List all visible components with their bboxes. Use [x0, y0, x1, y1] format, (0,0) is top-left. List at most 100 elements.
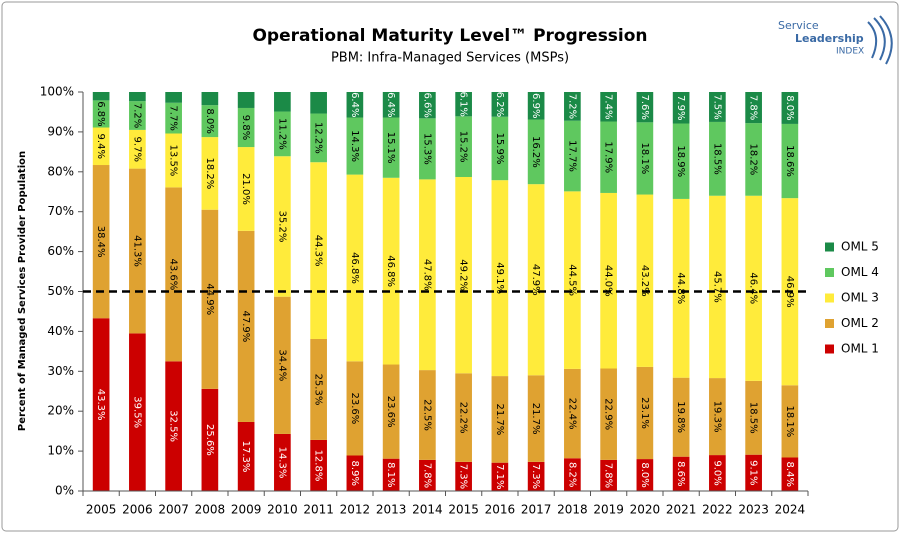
data-label: 44.3% [313, 235, 324, 267]
logo-text: INDEX [836, 47, 864, 57]
data-label: 39.5% [131, 396, 142, 428]
data-label: 46.8% [349, 252, 360, 284]
bar-segment [455, 92, 472, 117]
data-label: 7.2% [131, 103, 142, 128]
bar-segment [419, 92, 436, 119]
data-label: 9.8% [240, 115, 251, 140]
bar-segment [636, 194, 654, 367]
bar-segment [237, 92, 255, 108]
data-label: 7.1% [494, 464, 505, 489]
bar-segment [455, 373, 472, 462]
bar-segment [636, 92, 654, 123]
bar-segment [781, 385, 799, 458]
bar-segment [455, 176, 472, 374]
logo-swoosh [867, 15, 893, 65]
bar-segment [672, 377, 690, 457]
data-label: 23.6% [385, 396, 396, 428]
bar-segment [491, 180, 509, 377]
bar-segment [165, 133, 182, 188]
data-label: 7.4% [603, 94, 614, 119]
data-label: 7.6% [639, 94, 650, 119]
data-label: 43.6% [168, 258, 179, 290]
bar-segment [310, 162, 327, 339]
data-label: 7.3% [530, 464, 541, 489]
bar-segment [527, 184, 545, 376]
x-tick-label: 2013 [376, 503, 407, 517]
data-label: 44.5% [566, 264, 577, 296]
data-label: 19.3% [711, 401, 722, 433]
data-label: 46.4% [748, 272, 759, 304]
data-label: 22.2% [458, 402, 469, 434]
bar-segment [92, 92, 110, 101]
data-label: 8.1% [385, 462, 396, 487]
bar-segment [382, 177, 400, 365]
bar-segment [564, 368, 581, 459]
bar-segment [274, 433, 291, 491]
data-label: 47.9% [530, 264, 541, 296]
data-label: 8.4% [784, 462, 795, 487]
data-label: 18.6% [784, 145, 795, 177]
y-tick-label: 70% [47, 204, 74, 218]
data-label: 6.6% [421, 92, 432, 117]
bar-segment [237, 107, 255, 148]
y-tick-label: 60% [47, 244, 74, 258]
legend-label: OML 4 [841, 265, 879, 279]
data-label: 18.9% [675, 145, 686, 177]
data-label: 17.7% [566, 140, 577, 172]
data-label: 15.1% [385, 132, 396, 164]
data-label: 34.4% [276, 349, 287, 381]
data-label: 18.2% [204, 158, 215, 190]
data-label: 8.0% [784, 95, 795, 120]
x-tick-label: 2018 [557, 503, 588, 517]
bar-segment [310, 92, 327, 114]
data-label: 6.8% [95, 101, 106, 126]
x-tick-label: 2015 [448, 503, 479, 517]
bar-segment [382, 458, 400, 491]
data-label: 44.0% [603, 265, 614, 297]
data-label: 13.5% [168, 145, 179, 177]
data-label: 49.2% [458, 259, 469, 291]
x-tick-label: 2019 [593, 503, 624, 517]
bar-segment [201, 209, 219, 389]
data-label: 38.4% [95, 226, 106, 258]
bar-segment [636, 459, 654, 491]
bar-segment [419, 370, 436, 460]
data-label: 45.7% [711, 271, 722, 303]
bar-segment [600, 368, 617, 460]
bar-segment [491, 376, 509, 463]
data-label: 15.3% [421, 133, 432, 165]
data-label: 23.1% [639, 397, 650, 429]
legend-swatch [825, 268, 834, 277]
data-label: 17.3% [240, 441, 251, 473]
data-label: 7.7% [168, 105, 179, 130]
y-tick-label: 20% [47, 404, 74, 418]
x-tick-label: 2012 [340, 503, 371, 517]
bar-segment [745, 195, 762, 381]
bar-segment [346, 117, 364, 175]
data-label: 22.9% [603, 398, 614, 430]
data-label: 7.8% [603, 463, 614, 488]
x-tick-label: 2007 [158, 503, 189, 517]
bar-segment [600, 92, 617, 122]
data-label: 47.8% [421, 259, 432, 291]
y-tick-label: 40% [47, 324, 74, 338]
bar-segment [274, 92, 291, 112]
data-label: 46.8% [385, 255, 396, 287]
bar-segment [201, 137, 219, 210]
data-label: 6.9% [530, 93, 541, 118]
bar-segment [491, 92, 509, 117]
bar-segment [165, 102, 182, 134]
bar-segment [709, 92, 726, 122]
legend-label: OML 5 [841, 240, 879, 254]
data-label: 25.3% [313, 374, 324, 406]
bar-segment [310, 338, 327, 440]
bar-segment [672, 92, 690, 124]
legend-label: OML 2 [841, 316, 879, 330]
y-tick-label: 0% [55, 484, 74, 498]
legend-label: OML 1 [841, 342, 879, 356]
bar-segment [455, 461, 472, 491]
y-tick-label: 90% [47, 124, 74, 138]
data-label: 21.0% [240, 173, 251, 205]
x-tick-label: 2023 [738, 503, 769, 517]
bar-segment [346, 455, 364, 491]
